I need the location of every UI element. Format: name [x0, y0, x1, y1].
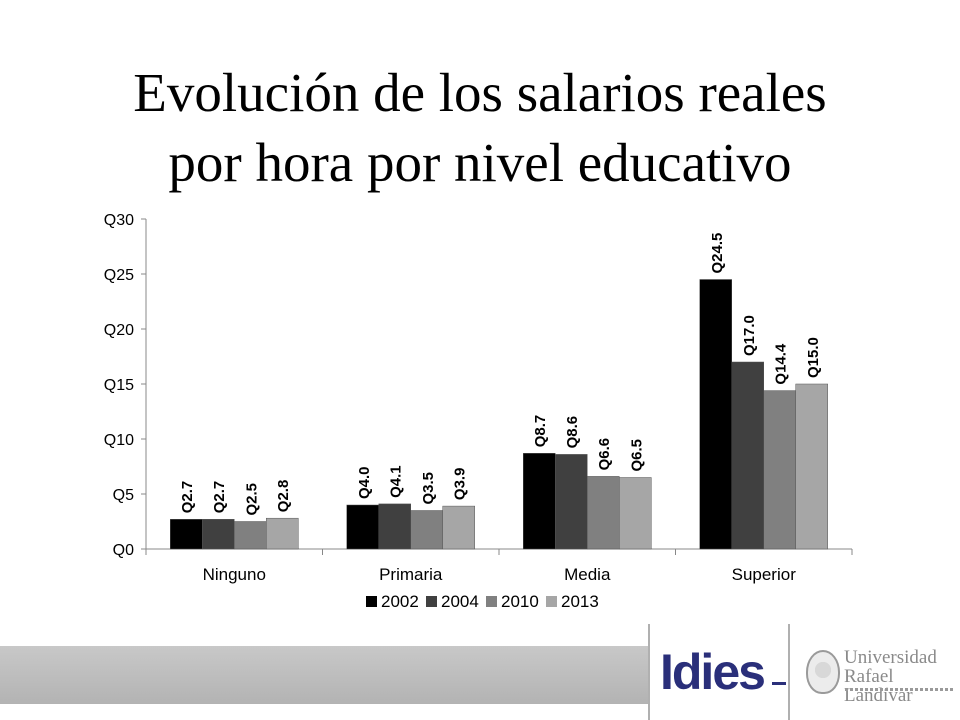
bar — [442, 505, 475, 550]
legend-label: 2004 — [441, 592, 479, 611]
bar — [699, 279, 732, 550]
data-label: Q2.7 — [179, 481, 196, 514]
footer-divider-left — [648, 624, 650, 720]
data-label: Q6.5 — [628, 439, 645, 472]
y-tick-label: Q15 — [104, 377, 134, 394]
data-label: Q2.5 — [243, 483, 260, 516]
x-tick-label: Superior — [732, 565, 797, 584]
footer-logo-area — [648, 624, 960, 720]
bar — [234, 521, 267, 550]
data-label: Q2.7 — [211, 481, 228, 514]
university-logo-line2: Rafael Landívar — [844, 666, 913, 706]
y-tick-label: Q5 — [113, 487, 134, 504]
legend-label: 2002 — [381, 592, 419, 611]
bar — [555, 454, 588, 550]
data-label: Q24.5 — [709, 233, 726, 274]
data-label: Q3.9 — [452, 468, 469, 501]
data-label: Q4.1 — [388, 465, 405, 498]
data-label: Q2.8 — [275, 480, 292, 513]
bar — [266, 517, 299, 550]
slide-title-line2: por hora por nivel educativo — [168, 132, 792, 193]
idies-logo-dash — [772, 682, 786, 685]
university-seal-icon — [806, 650, 840, 694]
data-label: Q8.7 — [532, 415, 549, 448]
slide-title-line1: Evolución de los salarios reales — [133, 62, 827, 123]
bar — [170, 519, 203, 550]
bar — [619, 477, 652, 550]
data-label: Q3.5 — [420, 472, 437, 505]
legend-label: 2010 — [501, 592, 539, 611]
bar — [795, 383, 828, 550]
university-logo-text: Universidad Rafael Landívar — [844, 648, 960, 705]
data-label: Q4.0 — [356, 466, 373, 499]
x-tick-label: Primaria — [379, 565, 443, 584]
data-label: Q17.0 — [741, 315, 758, 356]
data-label: Q6.6 — [596, 438, 613, 471]
data-label: Q8.6 — [564, 416, 581, 449]
y-tick-label: Q0 — [113, 542, 134, 559]
bar — [346, 504, 379, 550]
bar — [731, 361, 764, 550]
bar — [202, 519, 235, 550]
bar — [587, 476, 620, 550]
bar-chart: Q0 Q5 Q10 Q15 Q20 Q25 Q30 Ninguno Primaria Media S… — [104, 212, 853, 611]
x-tick-label: Ninguno — [203, 565, 266, 584]
footer-divider-right — [788, 624, 790, 720]
bar — [763, 390, 796, 550]
data-label: Q14.4 — [773, 343, 790, 385]
x-tick-label: Media — [564, 565, 611, 584]
idies-logo: Idies — [660, 644, 766, 700]
y-tick-label: Q20 — [104, 322, 134, 339]
bar — [523, 453, 556, 550]
y-tick-label: Q10 — [104, 432, 134, 449]
bar — [410, 510, 443, 550]
slide-title: Evolución de los salarios reales por hor… — [0, 58, 960, 198]
bar — [378, 503, 411, 550]
university-logo-line1: Universidad — [844, 647, 937, 668]
legend-swatch — [366, 596, 377, 607]
university-logo-subline — [845, 688, 955, 691]
y-tick-label: Q30 — [104, 212, 134, 229]
legend-swatch — [426, 596, 437, 607]
legend-label: 2013 — [561, 592, 599, 611]
legend-swatch — [546, 596, 557, 607]
y-tick-label: Q25 — [104, 267, 134, 284]
data-label: Q15.0 — [805, 337, 822, 378]
legend-swatch — [486, 596, 497, 607]
